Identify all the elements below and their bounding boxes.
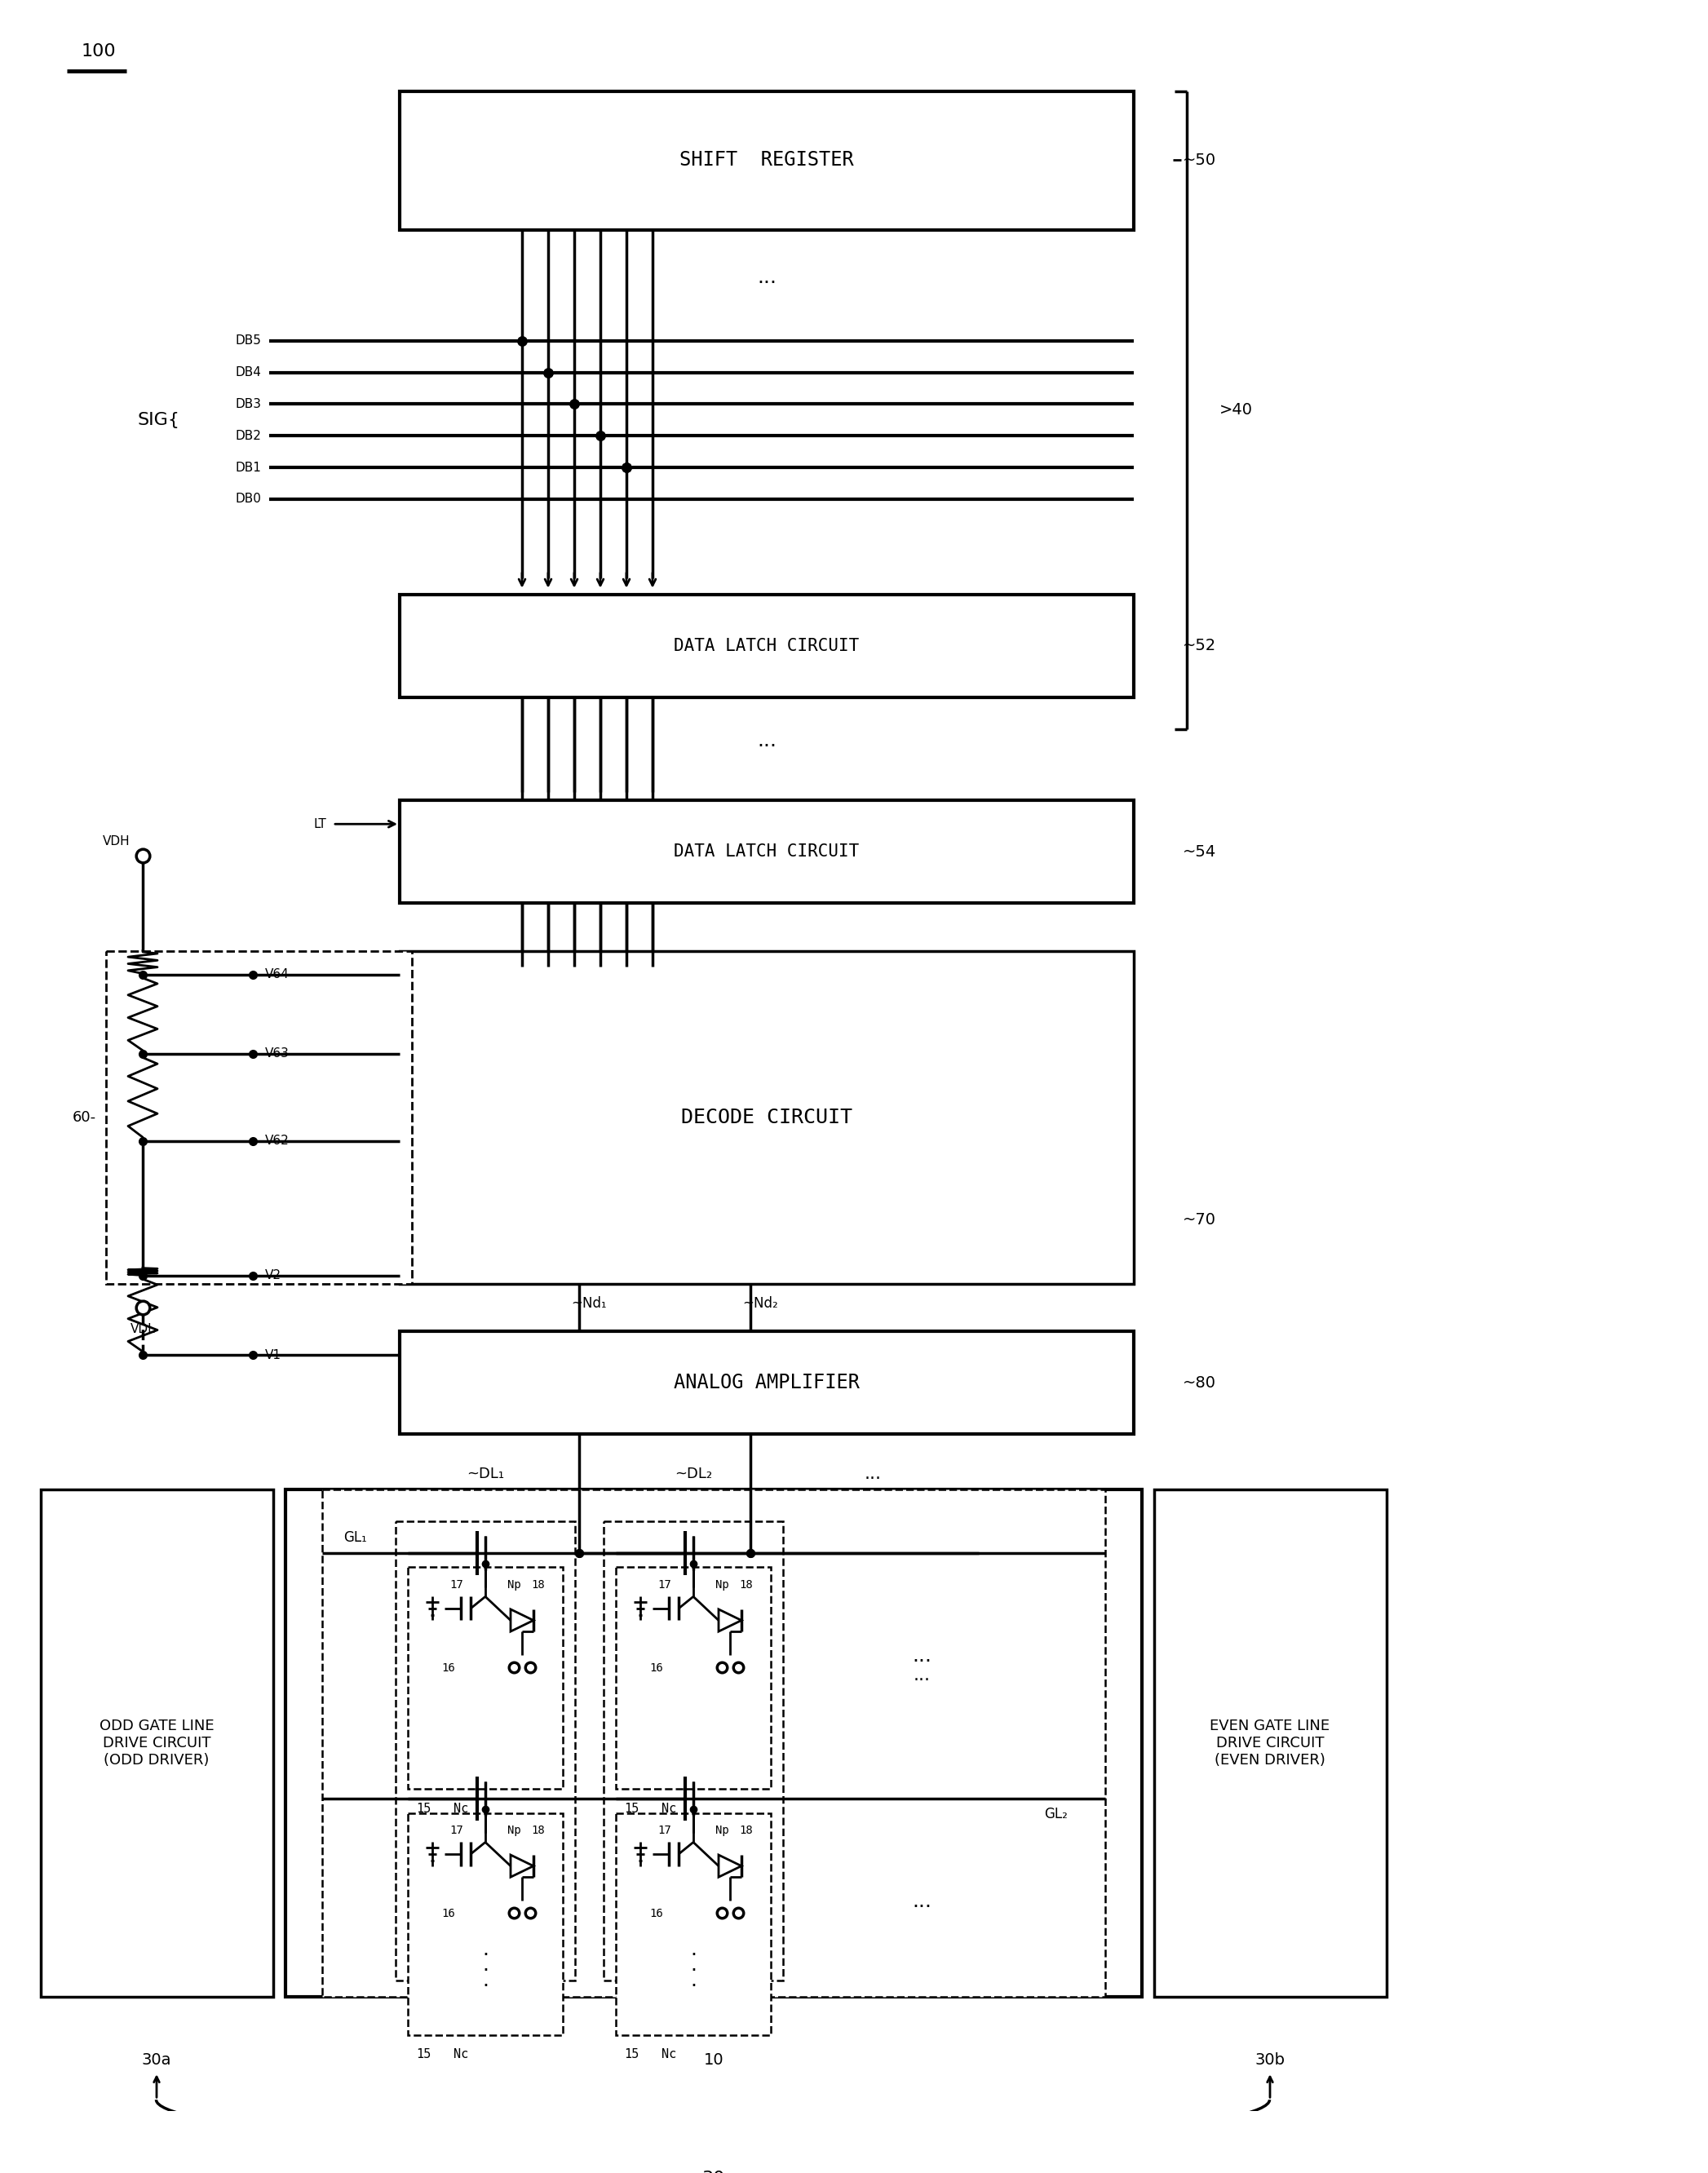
Bar (400, 593, 1134, 698)
Text: 30: 30 (702, 2171, 724, 2173)
Bar (400, 1332, 1134, 1434)
Text: 17: 17 (658, 1580, 671, 1591)
Text: V2: V2 (265, 1269, 282, 1282)
Text: ~52: ~52 (1182, 639, 1216, 654)
Text: ~Nd₁: ~Nd₁ (570, 1295, 606, 1310)
Bar (617, 1812, 770, 2034)
Text: .: . (140, 1189, 145, 1204)
Text: DB3: DB3 (236, 398, 261, 411)
Text: 18: 18 (531, 1825, 545, 1836)
Text: ~DL₁: ~DL₁ (466, 1467, 504, 1482)
Text: 15: 15 (417, 1804, 430, 1814)
Text: .: . (690, 1938, 697, 1960)
Text: Nc: Nc (661, 2049, 676, 2060)
Text: GL₁: GL₁ (343, 1530, 367, 1545)
Text: 15: 15 (417, 2049, 430, 2060)
Bar (323, 1491, 1105, 1997)
Bar (617, 1567, 770, 1788)
Bar (396, 1521, 576, 1982)
Bar (1155, 1491, 1387, 1997)
Text: ...: ... (912, 1647, 931, 1667)
Text: 30b: 30b (1255, 2051, 1284, 2069)
Text: ...: ... (757, 267, 777, 287)
Text: DB4: DB4 (236, 367, 261, 378)
Text: V1: V1 (265, 1349, 282, 1360)
Text: ~70: ~70 (1182, 1213, 1216, 1228)
Text: 16: 16 (649, 1908, 663, 1919)
Text: Nc: Nc (453, 1804, 468, 1814)
Text: DB2: DB2 (236, 430, 261, 441)
Text: 16: 16 (649, 1662, 663, 1673)
Bar (408, 1812, 564, 2034)
Text: DATA LATCH CIRCUIT: DATA LATCH CIRCUIT (675, 843, 859, 861)
Text: SHIFT  REGISTER: SHIFT REGISTER (680, 150, 854, 169)
Text: .: . (690, 1971, 697, 1990)
Text: V62: V62 (265, 1134, 289, 1147)
Text: >40: >40 (1220, 402, 1254, 417)
Bar (41, 1491, 273, 1997)
Text: 15: 15 (623, 1804, 639, 1814)
Bar (408, 1567, 564, 1788)
Text: 17: 17 (449, 1825, 463, 1836)
Text: VDL: VDL (130, 1323, 155, 1336)
Text: ...: ... (914, 1667, 931, 1684)
Text: 18: 18 (740, 1825, 753, 1836)
Text: 15: 15 (623, 2049, 639, 2060)
Text: SIG{: SIG{ (137, 413, 179, 428)
Text: 17: 17 (658, 1825, 671, 1836)
Text: ...: ... (757, 730, 777, 750)
Bar (400, 952, 1134, 1284)
Text: Nc: Nc (453, 2049, 468, 2060)
Text: 18: 18 (740, 1580, 753, 1591)
Text: LT: LT (314, 817, 326, 830)
Text: DB5: DB5 (236, 335, 261, 348)
Bar (400, 800, 1134, 904)
Text: ~Nd₂: ~Nd₂ (743, 1295, 777, 1310)
Bar (603, 1521, 782, 1982)
Text: .: . (482, 1956, 488, 1975)
Text: EVEN GATE LINE
DRIVE CIRCUIT
(EVEN DRIVER): EVEN GATE LINE DRIVE CIRCUIT (EVEN DRIVE… (1209, 1719, 1331, 1767)
Text: ~80: ~80 (1182, 1376, 1216, 1391)
Text: 10: 10 (704, 2051, 724, 2069)
Text: 16: 16 (442, 1908, 456, 1919)
Text: V64: V64 (265, 969, 289, 980)
Text: DB1: DB1 (236, 461, 261, 474)
Text: ANALOG AMPLIFIER: ANALOG AMPLIFIER (673, 1373, 859, 1393)
Text: .: . (140, 1236, 145, 1252)
Text: 100: 100 (82, 43, 116, 59)
Text: DECODE CIRCUIT: DECODE CIRCUIT (681, 1108, 852, 1128)
Text: 16: 16 (442, 1662, 456, 1673)
Text: ...: ... (757, 937, 777, 956)
Text: .: . (690, 1956, 697, 1975)
Text: V63: V63 (265, 1047, 289, 1060)
Text: Np: Np (507, 1825, 521, 1836)
Text: 18: 18 (531, 1580, 545, 1591)
Text: Np: Np (716, 1825, 729, 1836)
Text: 17: 17 (449, 1580, 463, 1591)
Text: Np: Np (507, 1580, 521, 1591)
Bar (106, 952, 412, 1284)
Text: Np: Np (716, 1580, 729, 1591)
Text: .: . (482, 1938, 488, 1960)
Text: ...: ... (912, 1893, 931, 1912)
Text: ~DL₂: ~DL₂ (675, 1467, 712, 1482)
Text: VDH: VDH (102, 834, 130, 847)
Text: GL₂: GL₂ (1044, 1806, 1068, 1821)
Text: ~54: ~54 (1182, 843, 1216, 861)
Text: 30a: 30a (142, 2051, 171, 2069)
Text: ODD GATE LINE
DRIVE CIRCUIT
(ODD DRIVER): ODD GATE LINE DRIVE CIRCUIT (ODD DRIVER) (99, 1719, 214, 1767)
Bar (285, 1491, 1143, 1997)
Text: DB0: DB0 (236, 493, 261, 506)
Text: Nc: Nc (661, 1804, 676, 1814)
Text: .: . (140, 1213, 145, 1228)
Text: 60-: 60- (72, 1110, 96, 1126)
Text: ~50: ~50 (1182, 152, 1216, 167)
Text: DATA LATCH CIRCUIT: DATA LATCH CIRCUIT (675, 637, 859, 654)
Text: .: . (482, 1971, 488, 1990)
Bar (400, 91, 1134, 230)
Text: ...: ... (864, 1465, 881, 1482)
